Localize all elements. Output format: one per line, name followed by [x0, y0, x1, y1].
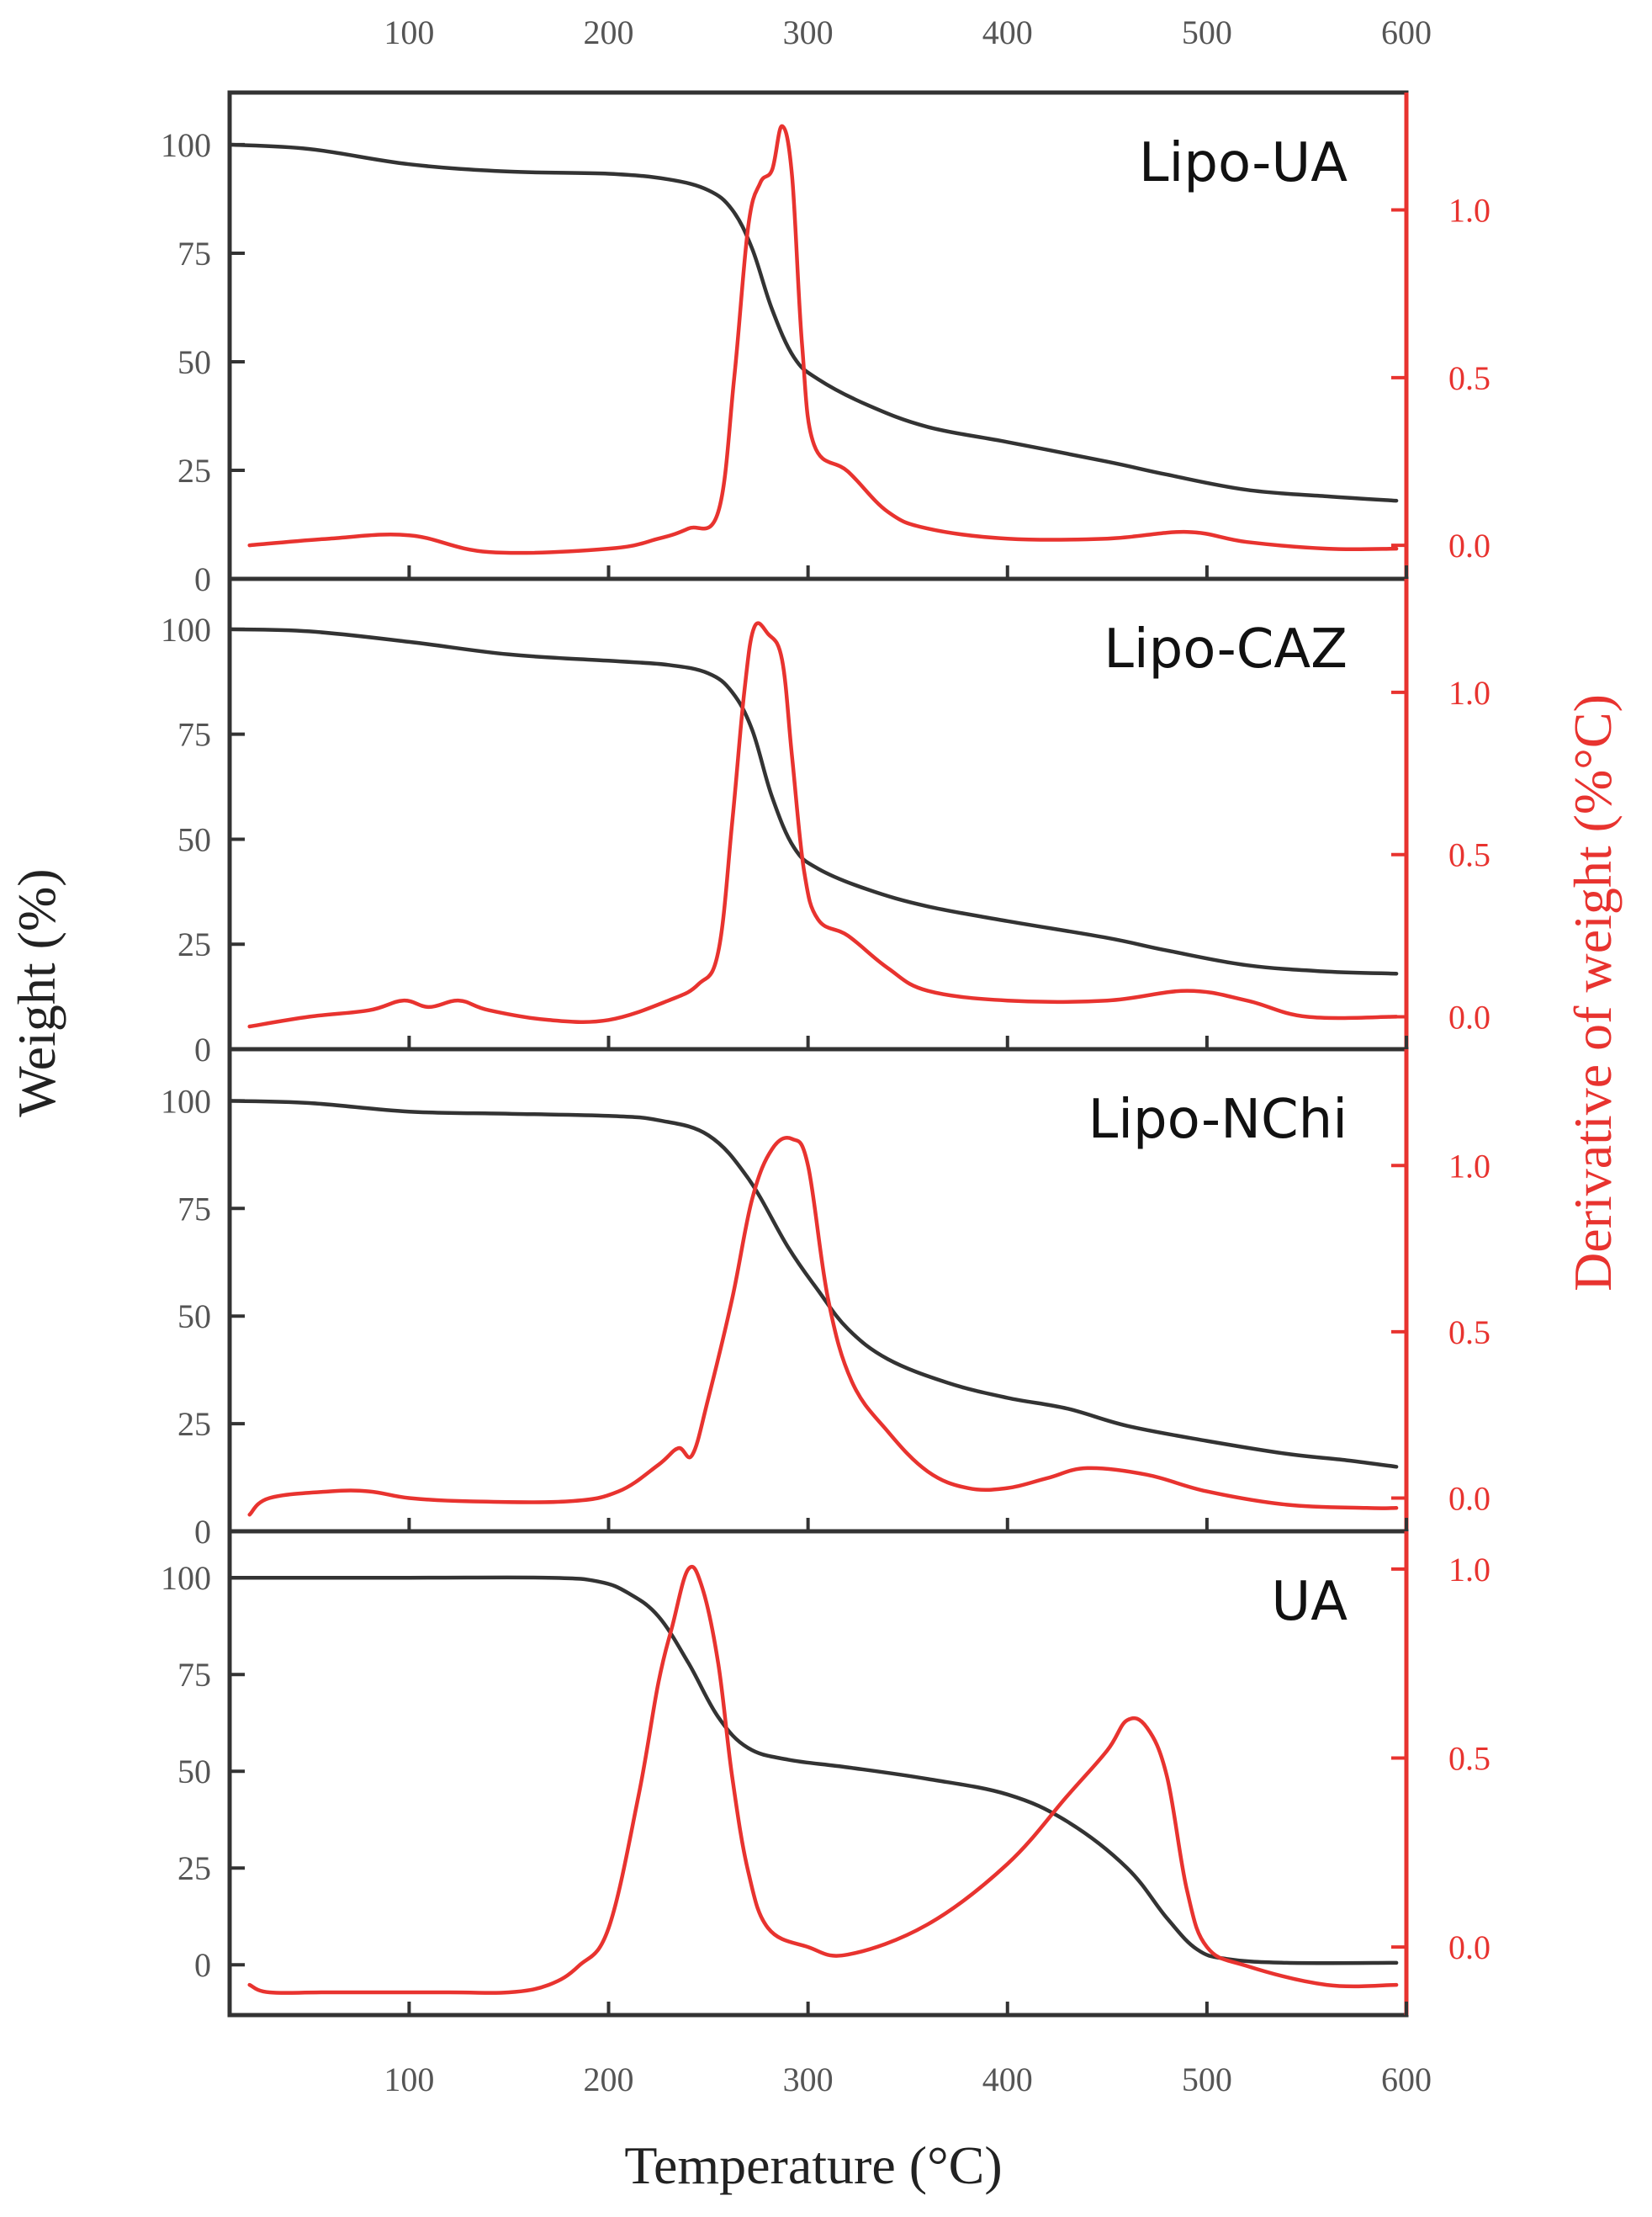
- y-tick-label-right: 0.0: [1448, 1479, 1491, 1517]
- y-tick-label-right: 0.5: [1448, 359, 1491, 397]
- weight-curve: [227, 1099, 1399, 1469]
- y-tick-label-left: 0: [194, 1513, 211, 1551]
- panel-ua: 0 25 50 75 100 0.0 0.5 1.0 UA: [161, 1529, 1491, 2018]
- derivative-curve: [247, 621, 1399, 1029]
- y-tick-label-left: 0: [194, 560, 211, 598]
- y-tick-label-right: 1.0: [1448, 1551, 1491, 1588]
- y-tick-label-left: 0: [194, 1946, 211, 1984]
- panel-lipo-ua: 0 25 50 75 100 0.0 0.5 1.0 Lipo-UA: [161, 90, 1491, 598]
- y-tick-label-right: 0.5: [1448, 836, 1491, 874]
- x-tick-label-top: 200: [584, 13, 634, 51]
- y-axis-label-left: Weight (%): [7, 868, 66, 1116]
- panel-label: Lipo-UA: [1139, 132, 1348, 194]
- y-tick-label-left: 25: [177, 1849, 211, 1887]
- y-tick-label-left: 25: [177, 926, 211, 963]
- x-tick-label-bottom: 200: [584, 2061, 634, 2098]
- y-tick-label-left: 100: [161, 1082, 211, 1120]
- panel-label: Lipo-CAZ: [1104, 618, 1348, 681]
- derivative-curve: [247, 1135, 1399, 1517]
- y-tick-label-left: 50: [177, 820, 211, 858]
- y-tick-label-left: 75: [177, 716, 211, 754]
- y-tick-label-right: 1.0: [1448, 674, 1491, 712]
- y-tick-label-left: 50: [177, 343, 211, 381]
- y-tick-label-right: 1.0: [1448, 192, 1491, 230]
- derivative-curve: [247, 124, 1399, 555]
- y-tick-label-left: 50: [177, 1297, 211, 1335]
- y-tick-label-left: 0: [194, 1031, 211, 1069]
- y-tick-label-right: 0.5: [1448, 1740, 1491, 1778]
- y-tick-label-right: 0.0: [1448, 1928, 1491, 1966]
- y-tick-label-left: 25: [177, 452, 211, 490]
- x-tick-label-bottom: 100: [384, 2061, 434, 2098]
- y-tick-label-left: 75: [177, 235, 211, 273]
- panel-frame: [227, 1529, 1409, 2018]
- weight-curve: [227, 142, 1399, 503]
- x-axis-label: Temperature (°C): [624, 2135, 1002, 2195]
- x-tick-label-top: 500: [1182, 13, 1232, 51]
- y-tick-label-right: 1.0: [1448, 1147, 1491, 1185]
- weight-curve: [227, 627, 1399, 976]
- y-tick-label-right: 0.0: [1448, 998, 1491, 1036]
- y-tick-label-right: 0.0: [1448, 527, 1491, 565]
- y-tick-label-left: 100: [161, 1559, 211, 1597]
- x-tick-label-bottom: 600: [1381, 2061, 1432, 2098]
- x-tick-label-top: 600: [1381, 13, 1432, 51]
- y-axis-label-right: Derivative of weight (%°C): [1563, 694, 1623, 1291]
- panel-lipo-caz: 0 25 50 75 100 0.0 0.5 1.0 Lipo-CAZ: [161, 576, 1491, 1069]
- x-tick-label-bottom: 300: [783, 2061, 834, 2098]
- chart-panels: 02550751000.00.51.0Lipo-UA02550751000.00…: [161, 13, 1491, 2098]
- weight-curve: [227, 1575, 1399, 1965]
- panel-lipo-nchi: 0 25 50 75 100 0.0 0.5 1.0 Lipo-NChi: [161, 1047, 1491, 1551]
- derivative-curve: [247, 1564, 1399, 1996]
- x-tick-label-bottom: 500: [1182, 2061, 1232, 2098]
- y-tick-label-left: 75: [177, 1656, 211, 1694]
- x-tick-label-bottom: 400: [982, 2061, 1033, 2098]
- x-tick-label-top: 400: [982, 13, 1033, 51]
- y-tick-label-left: 100: [161, 611, 211, 649]
- panel-label: Lipo-NChi: [1088, 1089, 1348, 1151]
- x-tick-label-top: 100: [384, 13, 434, 51]
- y-tick-label-left: 25: [177, 1405, 211, 1443]
- panel-label: UA: [1271, 1571, 1348, 1633]
- y-tick-label-left: 75: [177, 1190, 211, 1228]
- x-tick-label-top: 300: [783, 13, 834, 51]
- y-tick-label-right: 0.5: [1448, 1313, 1491, 1351]
- y-tick-label-left: 50: [177, 1753, 211, 1790]
- y-tick-label-left: 100: [161, 126, 211, 164]
